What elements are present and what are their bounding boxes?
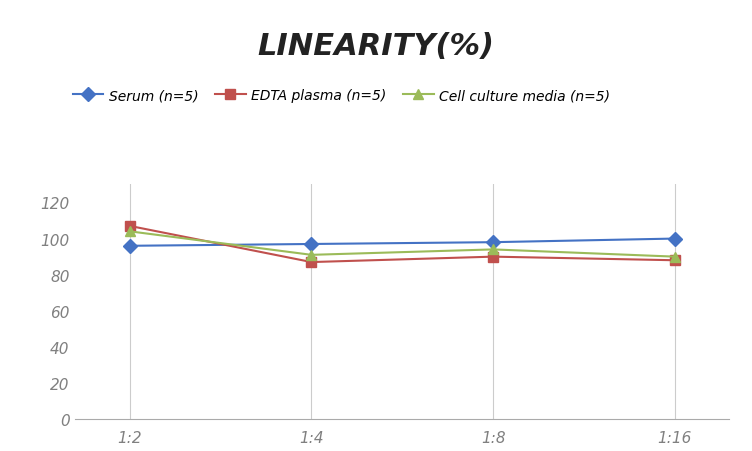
Serum (n=5) <box>125 244 134 249</box>
Serum (n=5) <box>489 240 498 245</box>
EDTA plasma (n=5) <box>671 258 680 263</box>
EDTA plasma (n=5) <box>307 260 316 265</box>
EDTA plasma (n=5) <box>125 224 134 229</box>
Cell culture media (n=5) <box>671 254 680 260</box>
Cell culture media (n=5) <box>125 229 134 235</box>
Legend: Serum (n=5), EDTA plasma (n=5), Cell culture media (n=5): Serum (n=5), EDTA plasma (n=5), Cell cul… <box>67 83 616 109</box>
EDTA plasma (n=5) <box>489 254 498 260</box>
Line: Cell culture media (n=5): Cell culture media (n=5) <box>125 227 680 262</box>
Cell culture media (n=5) <box>489 247 498 253</box>
Cell culture media (n=5) <box>307 253 316 258</box>
Line: Serum (n=5): Serum (n=5) <box>125 234 680 251</box>
Text: LINEARITY(%): LINEARITY(%) <box>257 32 495 60</box>
Line: EDTA plasma (n=5): EDTA plasma (n=5) <box>125 221 680 267</box>
Serum (n=5) <box>671 236 680 242</box>
Serum (n=5) <box>307 242 316 247</box>
